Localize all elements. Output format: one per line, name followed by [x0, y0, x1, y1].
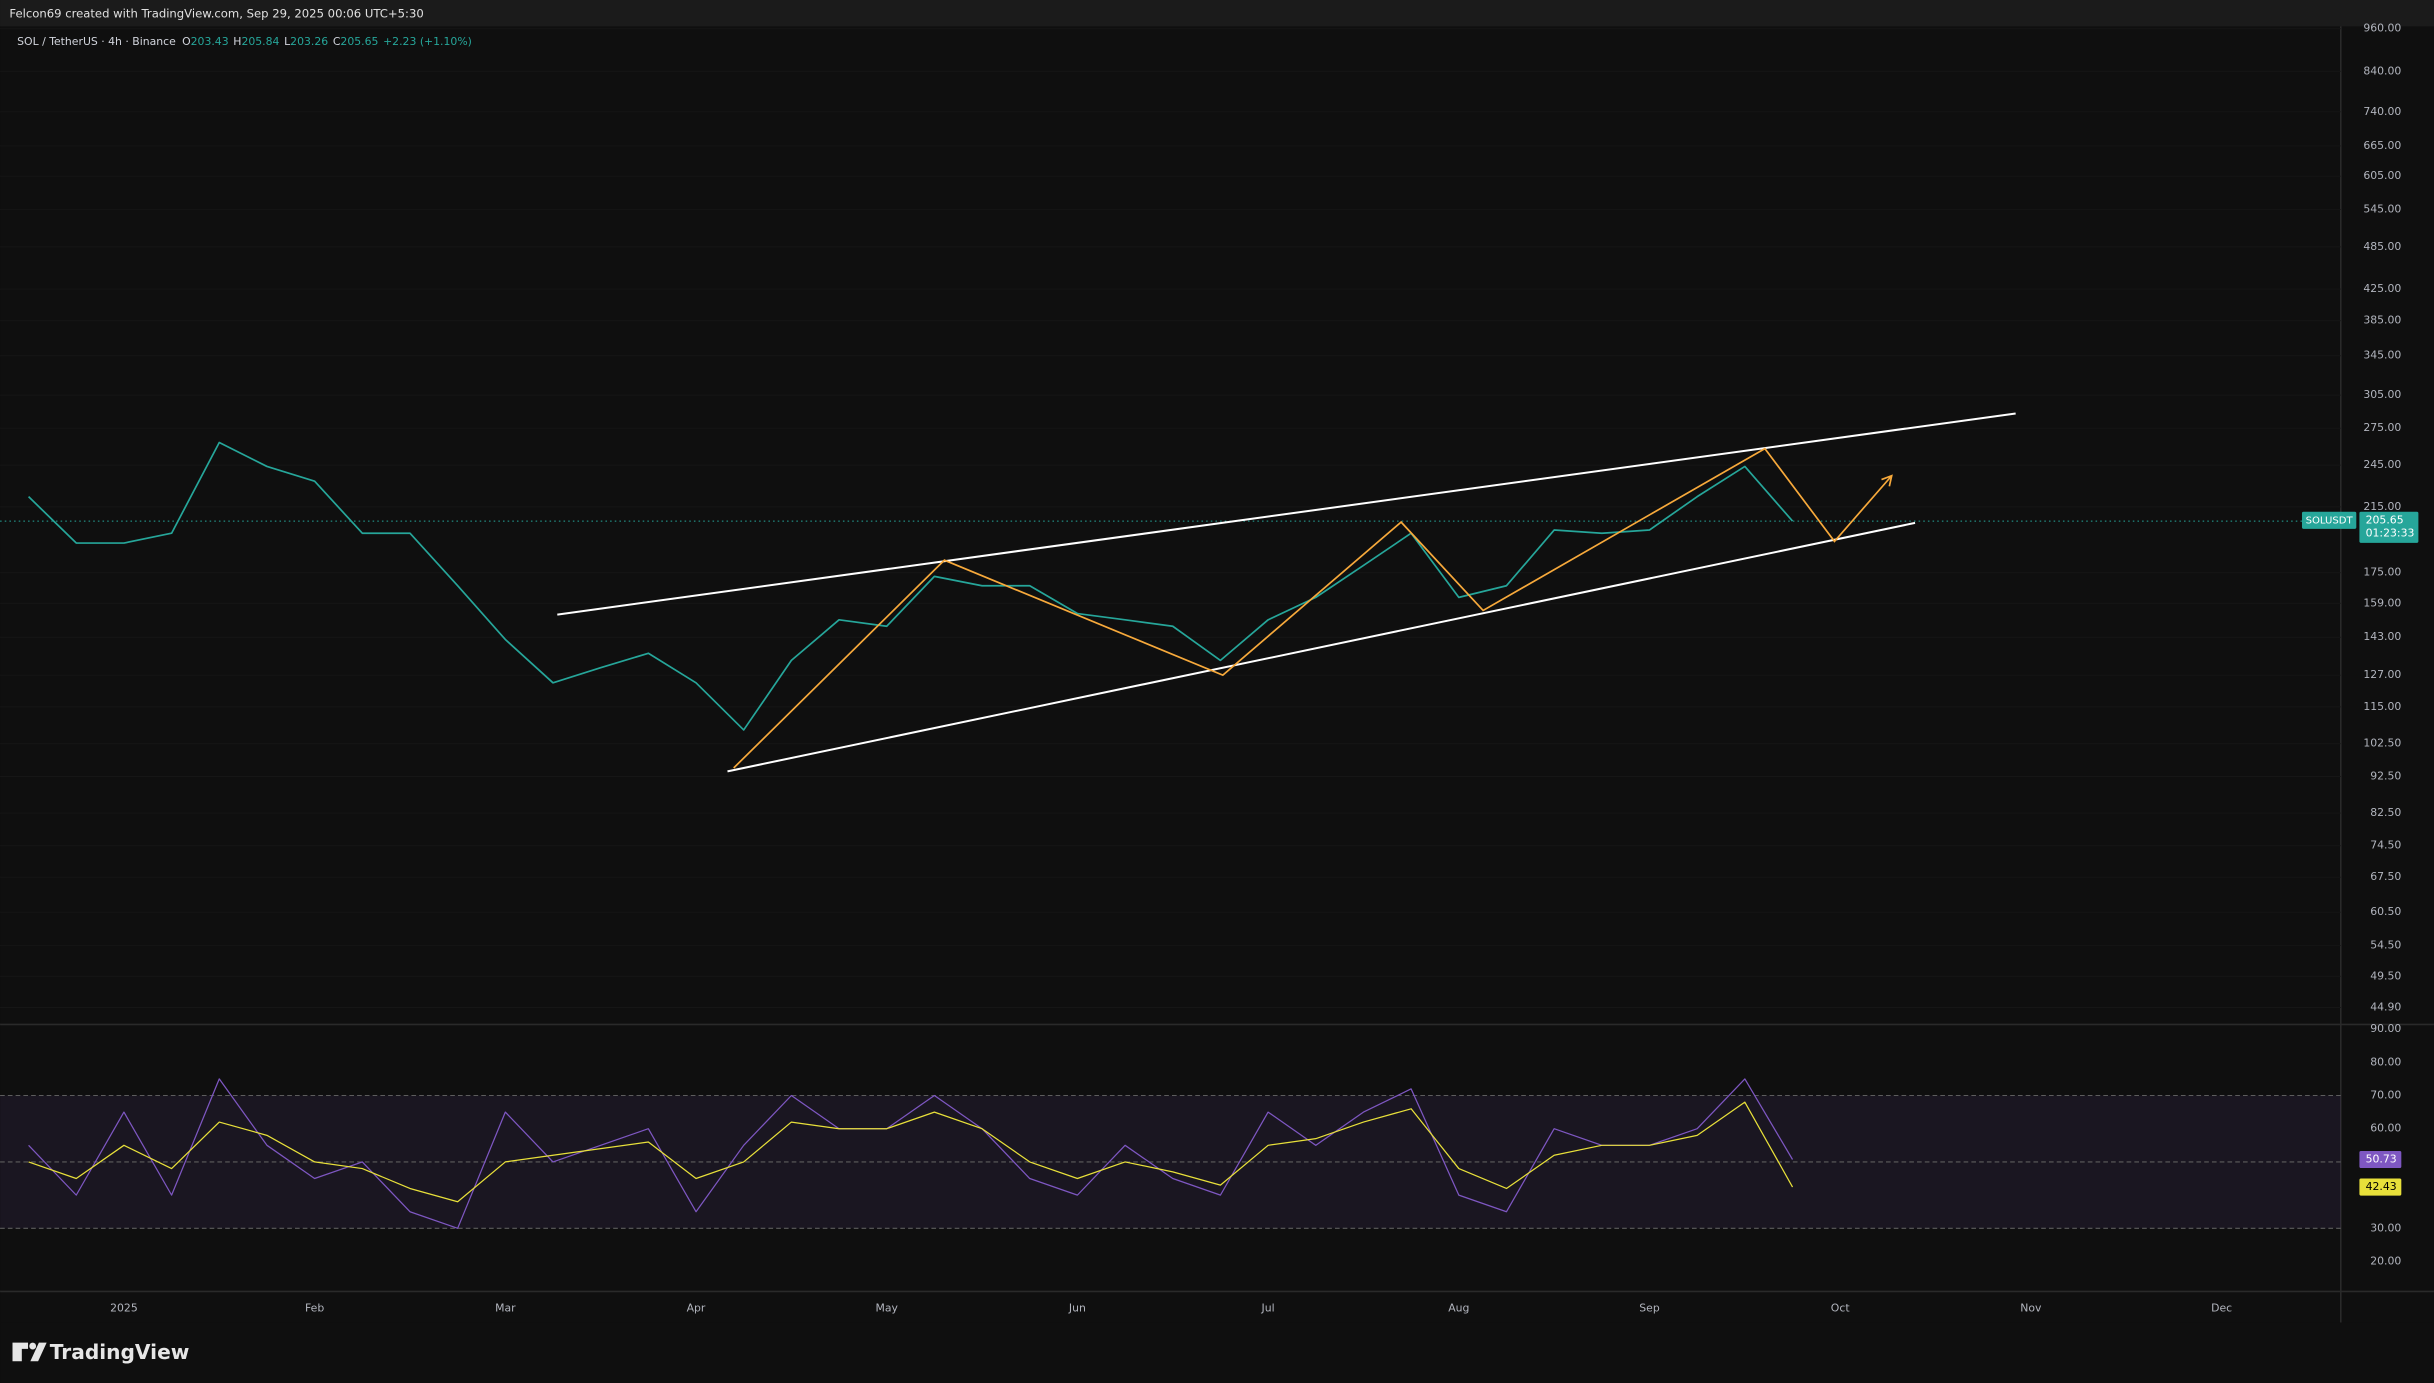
y-tick-label: 960.00 [2363, 22, 2401, 35]
y-tick-label: 425.00 [2363, 282, 2401, 295]
y-tick-label: 245.00 [2363, 458, 2401, 471]
ohlc-key: C [333, 35, 341, 48]
x-tick-label: 2025 [110, 1301, 138, 1314]
pattern-line [733, 447, 1893, 769]
x-tick-label: Feb [305, 1301, 324, 1314]
y-tick-label: 92.50 [2370, 769, 2401, 782]
trendline [727, 521, 1916, 773]
price-line [28, 1101, 1794, 1203]
x-tick-label: Apr [687, 1301, 706, 1314]
y-tick-label: 740.00 [2363, 105, 2401, 118]
rsi-value-box [2359, 1178, 2402, 1196]
ohlc-value: 205.65 [340, 35, 378, 48]
y-tick-label: 385.00 [2363, 314, 2401, 327]
y-tick-label: 49.50 [2370, 969, 2401, 982]
ohlc-value: 203.43 [191, 35, 229, 48]
footer [0, 1322, 2434, 1383]
header-text: Felcon69 created with TradingView.com, S… [9, 6, 423, 20]
ohlc-value: 205.84 [241, 35, 279, 48]
x-tick-label: Aug [1448, 1301, 1469, 1314]
ohlc-key: L [284, 35, 290, 48]
trendline [557, 412, 2016, 616]
symbol-label: SOLUSDT [2306, 515, 2354, 526]
price-label: 205.65 [2366, 513, 2404, 526]
price-label-box [2359, 511, 2419, 543]
y-tick-label: 90.00 [2370, 1022, 2401, 1035]
y-tick-label: 545.00 [2363, 203, 2401, 216]
y-tick-label: 127.00 [2363, 668, 2401, 681]
x-tick-label: Jun [1068, 1301, 1086, 1314]
y-tick-label: 665.00 [2363, 139, 2401, 152]
y-tick-label: 102.50 [2363, 737, 2401, 750]
y-tick-label: 215.00 [2363, 500, 2401, 513]
x-tick-label: May [875, 1301, 898, 1314]
y-tick-label: 115.00 [2363, 700, 2401, 713]
y-tick-label: 44.90 [2370, 1001, 2401, 1014]
rsi-value-label: 42.43 [2366, 1180, 2397, 1193]
price-line [28, 1078, 1794, 1229]
price-line [27, 441, 1794, 731]
symbol: SOL / TetherUS · 4h · Binance [17, 35, 176, 48]
y-tick-label: 54.50 [2370, 939, 2401, 952]
y-tick-label: 60.00 [2370, 1122, 2401, 1135]
x-tick-label: Nov [2020, 1301, 2042, 1314]
y-tick-label: 159.00 [2363, 596, 2401, 609]
x-tick-label: Sep [1639, 1301, 1660, 1314]
y-tick-label: 143.00 [2363, 630, 2401, 643]
y-tick-label: 275.00 [2363, 421, 2401, 434]
y-tick-label: 70.00 [2370, 1089, 2401, 1102]
ohlc-key: H [233, 35, 241, 48]
y-tick-label: 74.50 [2370, 839, 2401, 852]
pattern-arrowhead [1881, 474, 1893, 487]
y-tick-label: 67.50 [2370, 870, 2401, 883]
x-tick-label: Dec [2211, 1301, 2232, 1314]
brand: TradingView [50, 1340, 190, 1364]
tradingview-logo [12, 1342, 47, 1362]
change: +2.23 (+1.10%) [383, 35, 472, 48]
ohlc-key: O [182, 35, 191, 48]
y-tick-label: 80.00 [2370, 1055, 2401, 1068]
x-tick-label: Mar [495, 1301, 516, 1314]
y-tick-label: 305.00 [2363, 388, 2401, 401]
ohlc-value: 203.26 [290, 35, 328, 48]
y-tick-label: 485.00 [2363, 240, 2401, 253]
y-tick-label: 20.00 [2370, 1255, 2401, 1268]
y-tick-label: 30.00 [2370, 1221, 2401, 1234]
countdown: 01:23:33 [2366, 527, 2415, 540]
symbol-label-box [2301, 511, 2357, 529]
x-tick-label: Oct [1831, 1301, 1850, 1314]
header-bar [0, 0, 2434, 27]
y-tick-label: 840.00 [2363, 64, 2401, 77]
rsi-value-label: 50.73 [2366, 1152, 2397, 1165]
rsi-value-box [2359, 1150, 2402, 1169]
y-tick-label: 605.00 [2363, 169, 2401, 182]
y-tick-label: 345.00 [2363, 349, 2401, 362]
x-tick-label: Jul [1261, 1301, 1275, 1314]
symbol-legend: SOL / TetherUS · 4h · Binance O203.43 H205… [17, 35, 472, 48]
y-tick-label: 60.50 [2370, 905, 2401, 918]
y-tick-label: 175.00 [2363, 566, 2401, 579]
y-tick-label: 82.50 [2370, 806, 2401, 819]
